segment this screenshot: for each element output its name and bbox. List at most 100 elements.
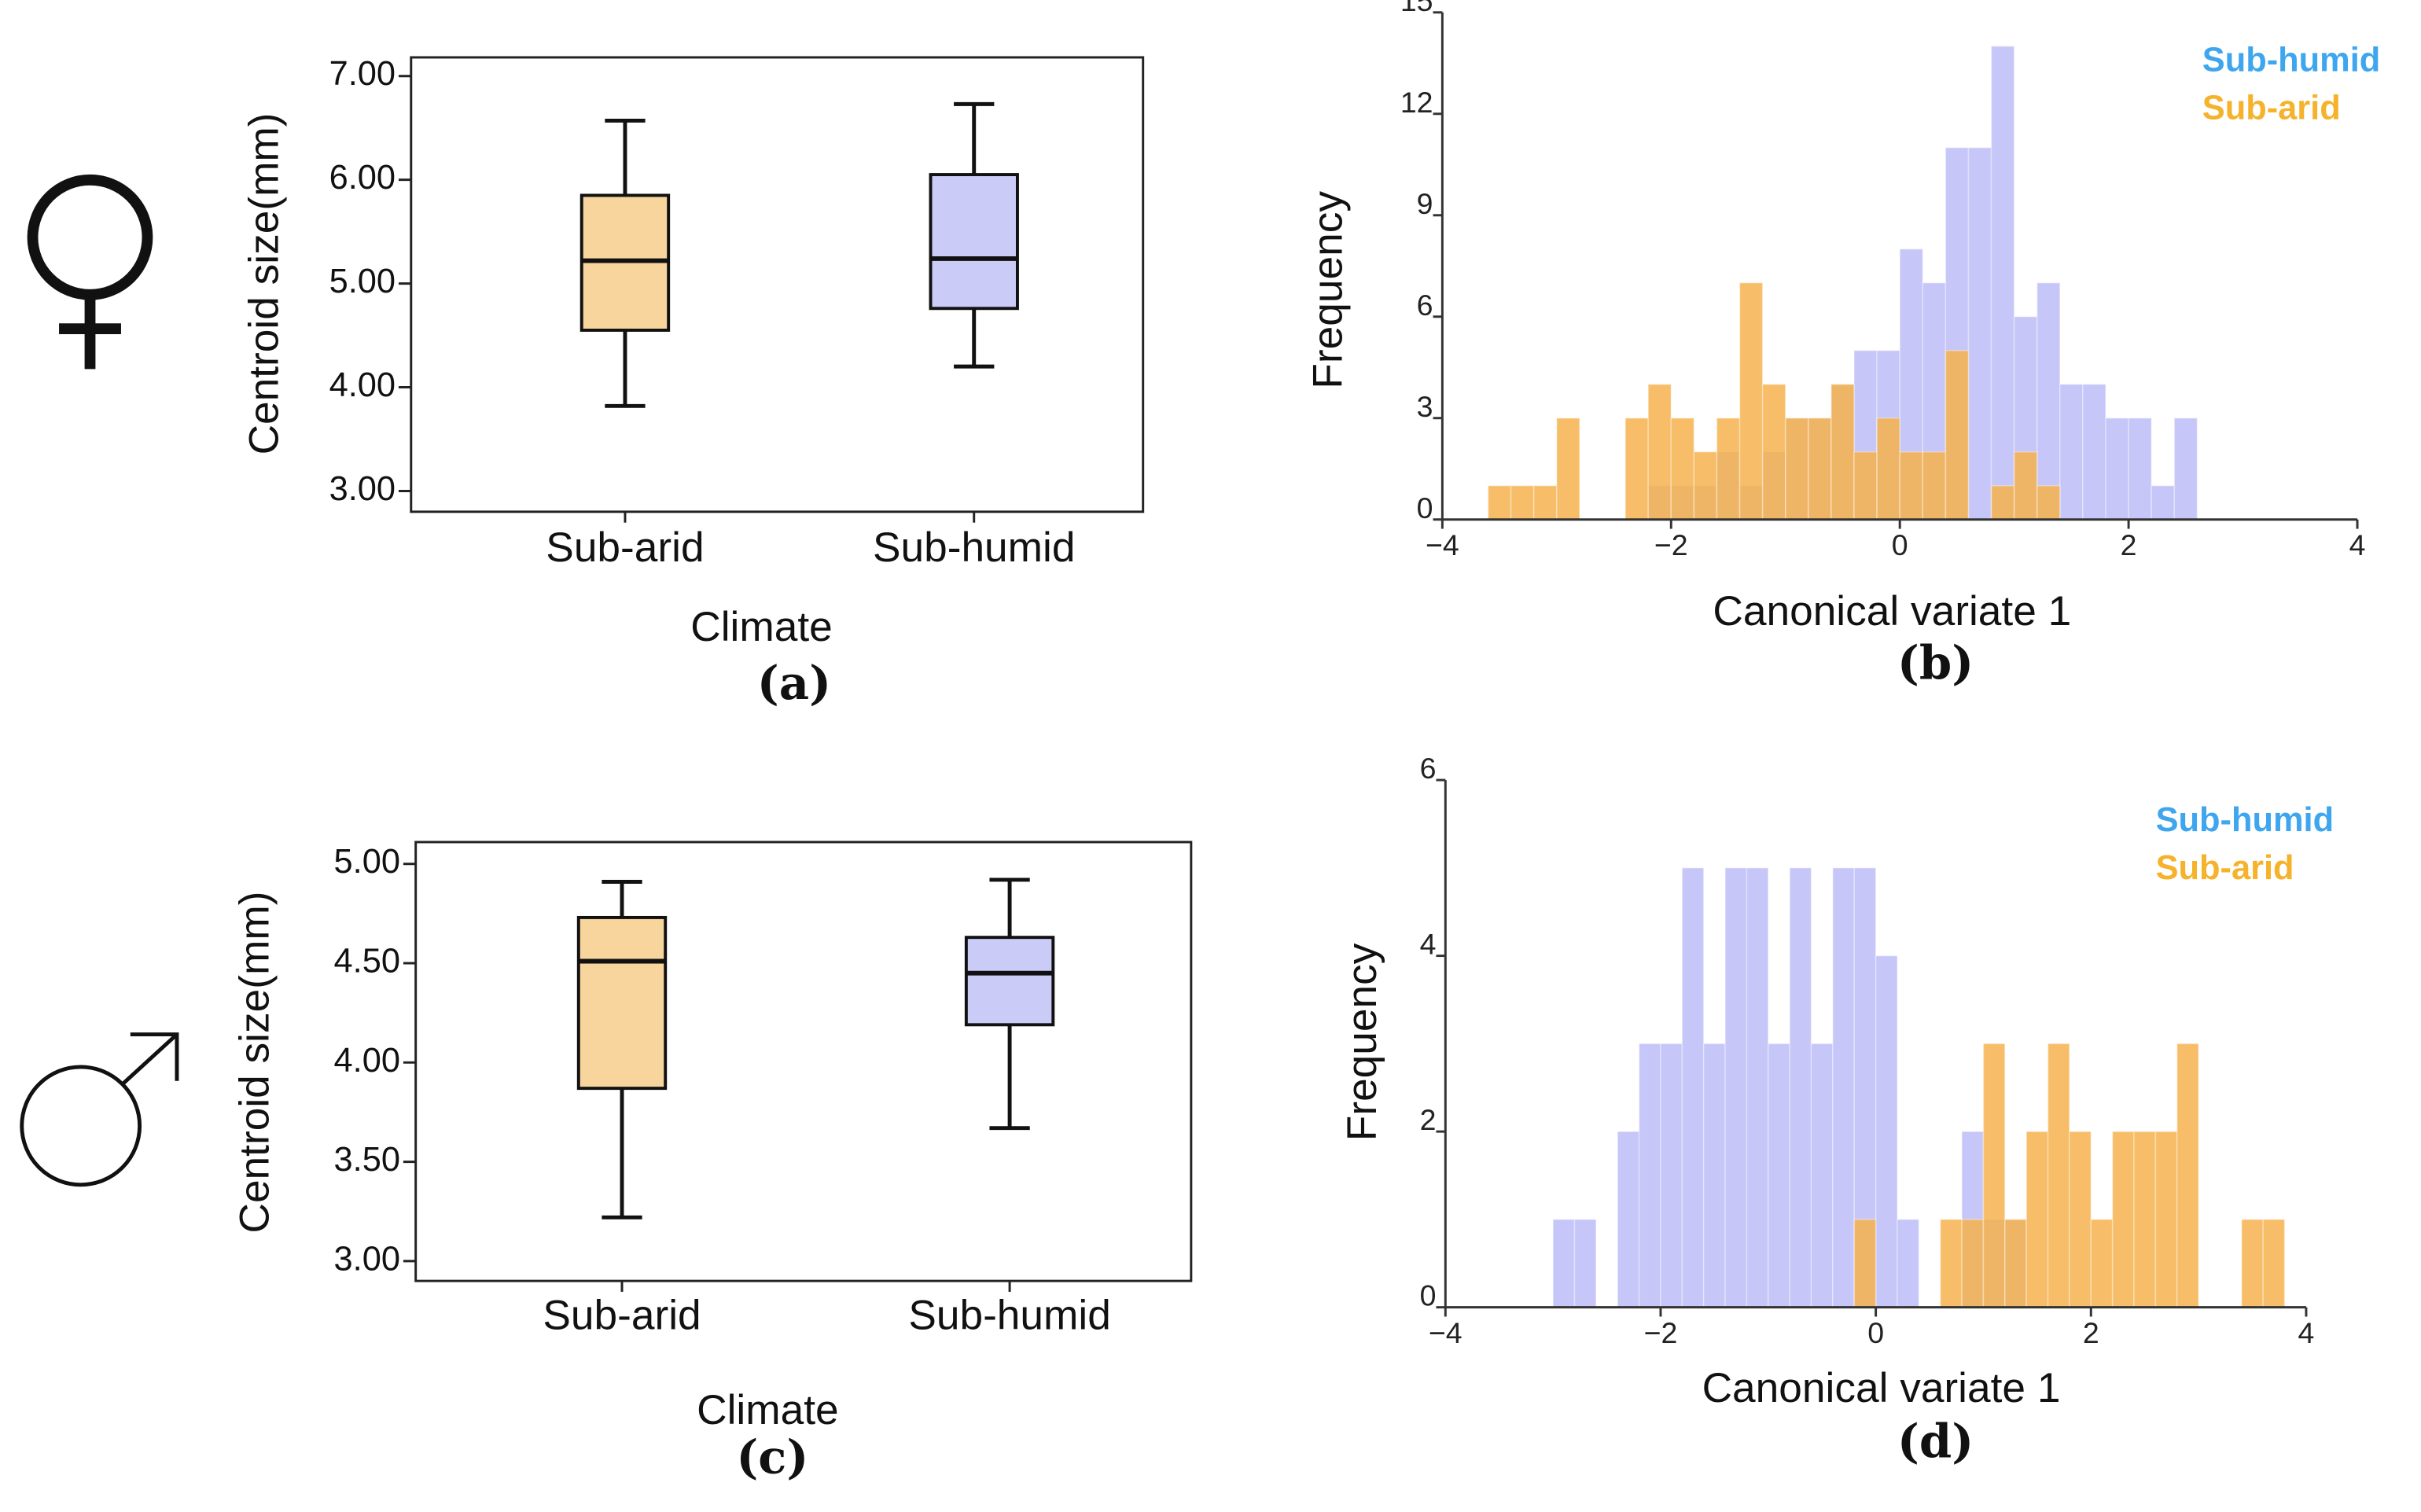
y-tick-label: 5.00 (329, 263, 396, 300)
bar (1961, 1219, 1985, 1308)
bar (2111, 1131, 2135, 1308)
x-tick-label: −2 (1654, 528, 1688, 561)
bar (2047, 1043, 2070, 1308)
y-axis-label: Frequency (1339, 943, 1385, 1141)
bar (2241, 1219, 2264, 1308)
bar (2036, 281, 2061, 521)
bar (1967, 146, 1992, 521)
y-tick-label: 4.00 (334, 1042, 400, 1080)
bar (1761, 383, 1786, 521)
bar (1830, 383, 1855, 521)
x-tick-label: Sub-arid (546, 524, 704, 571)
x-axis-label: Canonical variate 1 (1713, 588, 2071, 635)
x-tick-label: 4 (2349, 528, 2366, 561)
bar (2176, 1043, 2199, 1308)
bar (1990, 484, 2015, 521)
y-axis-label: Centroid size(mm) (241, 112, 287, 454)
bar (2036, 484, 2061, 521)
bar (2069, 1131, 2092, 1308)
x-axis-label: Climate (697, 1387, 839, 1433)
x-tick-label: −2 (1644, 1316, 1678, 1349)
bar (1789, 867, 1812, 1308)
bar (1487, 484, 1512, 521)
plot-frame (414, 841, 1193, 1282)
y-tick-label: 5.00 (334, 843, 400, 881)
bar (1702, 1043, 1726, 1308)
bar (1876, 417, 1900, 521)
panel-label: (a) (757, 655, 831, 710)
bar (1693, 451, 1718, 521)
bar (1617, 1131, 1640, 1308)
x-axis-label: Canonical variate 1 (1702, 1365, 2061, 1411)
y-tick-label: 3.00 (329, 470, 396, 508)
bar (1922, 451, 1947, 521)
bar (1510, 484, 1535, 521)
bar (1738, 281, 1764, 521)
y-tick-label: 4.00 (329, 366, 396, 404)
y-tick-label: 3 (1417, 390, 1433, 423)
bar (1532, 484, 1558, 521)
bar (1808, 417, 1832, 521)
bar (1939, 1219, 1963, 1308)
x-tick-label: 0 (1892, 528, 1908, 561)
x-tick-label: Sub-humid (873, 524, 1076, 571)
panel-label: (b) (1897, 635, 1974, 690)
x-tick-label: −4 (1426, 528, 1459, 561)
y-tick-label: 15 (1400, 0, 1433, 17)
bar (1784, 417, 1809, 521)
legend-label: Sub-humid (2156, 801, 2334, 839)
bar (1552, 1219, 1576, 1308)
bar (1660, 1043, 1683, 1308)
y-tick-label: 0 (1420, 1279, 1437, 1312)
bar (2262, 1219, 2286, 1308)
y-tick-label: 0 (1417, 491, 1433, 524)
box (964, 936, 1055, 1027)
x-axis-label: Climate (690, 604, 833, 650)
bar (2059, 383, 2084, 521)
bar (1875, 955, 1898, 1308)
bar (1670, 417, 1695, 521)
bar (1832, 867, 1856, 1308)
bar (1899, 451, 1924, 521)
bar (1810, 1043, 1834, 1308)
y-tick-label: 2 (1420, 1103, 1437, 1136)
y-tick-label: 7.00 (329, 55, 396, 93)
y-tick-label: 3.50 (334, 1141, 400, 1179)
bar (1638, 1043, 1661, 1308)
bar (2013, 451, 2038, 521)
x-tick-label: Sub-arid (543, 1293, 701, 1339)
bar (2133, 1131, 2157, 1308)
panel-label: (d) (1897, 1414, 1974, 1469)
bar (2154, 1131, 2178, 1308)
bar (2090, 1219, 2114, 1308)
y-tick-label: 9 (1417, 187, 1433, 220)
male-symbol (20, 1032, 179, 1187)
legend-label: Sub-arid (2202, 90, 2341, 127)
x-tick-label: −4 (1429, 1316, 1463, 1349)
bar (1945, 349, 1970, 521)
plot-frame (410, 56, 1145, 513)
bar (1681, 867, 1705, 1308)
y-axis-label: Centroid size(mm) (232, 892, 278, 1234)
bar (2082, 383, 2106, 521)
bar (2004, 1219, 2027, 1308)
y-tick-label: 4.50 (334, 942, 400, 980)
bar (2105, 417, 2129, 521)
x-tick-label: 2 (2121, 528, 2137, 561)
bar (1746, 867, 1769, 1308)
bar (2173, 417, 2198, 521)
bar (1724, 867, 1748, 1308)
y-tick-label: 6 (1417, 289, 1433, 322)
y-axis-label: Frequency (1304, 191, 1351, 389)
bar (1853, 1219, 1877, 1308)
panel-label: (c) (736, 1429, 808, 1484)
bar (1716, 417, 1741, 521)
bar (1990, 45, 2015, 521)
bar (1624, 417, 1649, 521)
legend-label: Sub-humid (2202, 41, 2380, 79)
female-symbol (27, 174, 153, 370)
bar (1897, 1219, 1920, 1308)
bar (1768, 1043, 1790, 1308)
x-tick-label: Sub-humid (908, 1293, 1111, 1339)
